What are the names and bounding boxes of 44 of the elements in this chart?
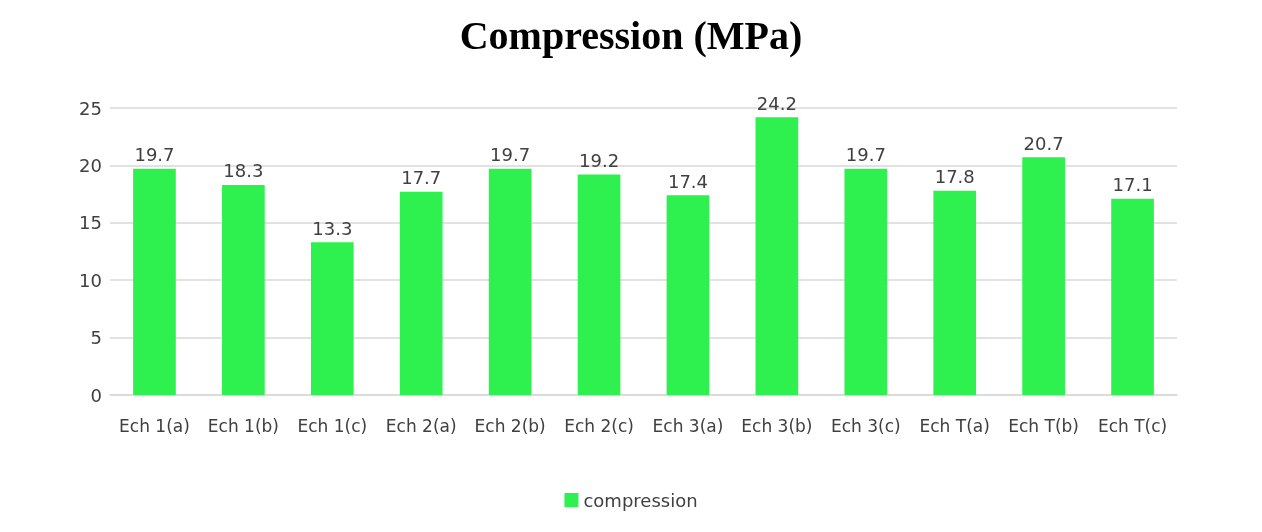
x-tick-label: Ech 3(b) bbox=[741, 415, 813, 436]
x-tick-label: Ech 2(a) bbox=[385, 415, 457, 436]
data-label: 17.7 bbox=[401, 167, 442, 189]
y-tick-label: 20 bbox=[79, 154, 102, 176]
x-tick-label: Ech 3(a) bbox=[652, 415, 724, 436]
bar bbox=[844, 168, 888, 395]
data-label: 18.3 bbox=[223, 160, 264, 182]
x-tick-label: Ech T(b) bbox=[1008, 415, 1079, 436]
x-tick-label: Ech 2(c) bbox=[564, 415, 634, 436]
data-label: 17.1 bbox=[1112, 174, 1153, 196]
bar bbox=[666, 195, 710, 395]
x-tick-label: Ech 1(a) bbox=[119, 415, 190, 436]
x-tick-label: Ech 2(b) bbox=[474, 415, 546, 436]
data-label: 13.3 bbox=[312, 217, 353, 239]
data-label: 17.4 bbox=[667, 170, 708, 192]
x-tick-label: Ech 1(c) bbox=[297, 415, 368, 436]
x-tick-label: Ech T(c) bbox=[1097, 415, 1168, 436]
data-label: 20.7 bbox=[1023, 132, 1064, 154]
chart-title: Compression (MPa) bbox=[459, 12, 803, 58]
y-tick-label: 0 bbox=[90, 384, 102, 406]
bar bbox=[577, 174, 621, 395]
bar bbox=[222, 184, 265, 395]
y-tick-label: 10 bbox=[79, 269, 102, 291]
data-label: 19.7 bbox=[490, 144, 531, 166]
y-tick-label: 5 bbox=[90, 327, 102, 349]
bar bbox=[488, 168, 532, 395]
y-tick-label: 25 bbox=[79, 97, 102, 119]
y-tick-label: 15 bbox=[79, 212, 102, 234]
x-tick-label: Ech 1(b) bbox=[207, 415, 279, 436]
data-label: 19.7 bbox=[134, 144, 175, 166]
bar bbox=[310, 242, 354, 395]
bar bbox=[133, 168, 176, 395]
x-tick-label: Ech 3(c) bbox=[830, 415, 901, 436]
data-label: 17.8 bbox=[934, 166, 975, 188]
bar bbox=[755, 117, 799, 395]
data-label: 24.2 bbox=[756, 92, 797, 114]
x-tick-label: Ech T(a) bbox=[919, 415, 990, 436]
bar bbox=[933, 190, 977, 395]
legend-label: compression bbox=[583, 489, 698, 511]
bar bbox=[399, 191, 443, 395]
data-label: 19.2 bbox=[579, 150, 620, 172]
bar bbox=[1111, 198, 1154, 395]
data-label: 19.7 bbox=[845, 144, 886, 166]
bar bbox=[1022, 157, 1065, 395]
